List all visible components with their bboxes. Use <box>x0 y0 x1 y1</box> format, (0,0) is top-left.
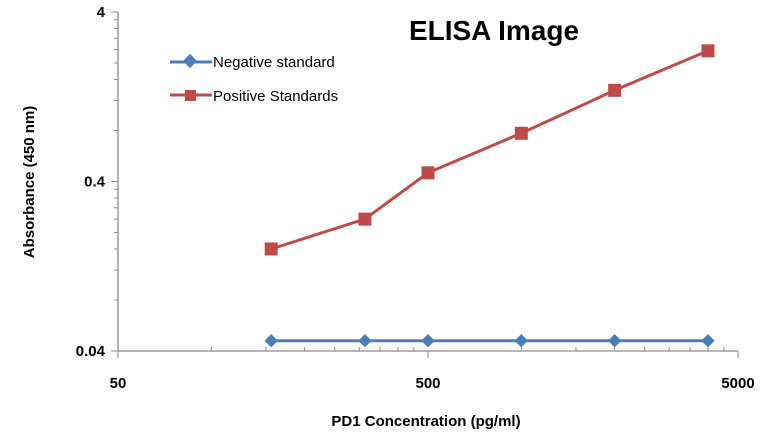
legend-label-positive-standards: Positive Standards <box>213 88 338 105</box>
data-point-negative-standard <box>701 334 715 348</box>
data-point-positive-standards <box>421 166 435 180</box>
data-point-negative-standard <box>607 334 622 348</box>
series-layer <box>264 44 715 348</box>
data-point-negative-standard <box>421 334 435 348</box>
data-point-positive-standards <box>514 126 528 140</box>
minor-ticks <box>111 11 739 358</box>
y-tick-label: 0.04 <box>76 343 106 360</box>
legend-item-positive-standards: Positive Standards <box>170 88 338 105</box>
x-tick-labels: 50 500 5000 <box>110 375 755 392</box>
legend-marker-positive-standards <box>185 90 196 101</box>
legend-item-negative-standard: Negative standard <box>170 53 335 71</box>
chart-title: ELISA Image <box>409 15 579 46</box>
data-point-positive-standards <box>701 44 715 58</box>
y-tick-label: 0.4 <box>84 174 106 191</box>
y-tick-labels: 0.04 0.4 4 <box>76 4 106 360</box>
legend-marker-negative-standard <box>182 53 198 69</box>
x-axis-title: PD1 Concentration (pg/ml) <box>331 413 520 430</box>
data-point-negative-standard <box>264 334 278 348</box>
y-axis-title: Absorbance (450 nm) <box>21 106 38 259</box>
legend: Negative standard Positive Standards <box>170 53 338 105</box>
x-tick-label: 500 <box>415 375 440 392</box>
y-tick-label: 4 <box>97 4 106 21</box>
data-point-positive-standards <box>358 212 372 226</box>
x-tick-label: 5000 <box>721 375 754 392</box>
data-point-negative-standard <box>358 334 372 348</box>
series-line-positive-standards <box>270 49 709 251</box>
x-tick-label: 50 <box>110 375 127 392</box>
legend-label-negative-standard: Negative standard <box>213 54 335 71</box>
data-point-positive-standards <box>264 242 278 256</box>
data-point-negative-standard <box>514 334 529 348</box>
data-point-positive-standards <box>608 83 622 97</box>
